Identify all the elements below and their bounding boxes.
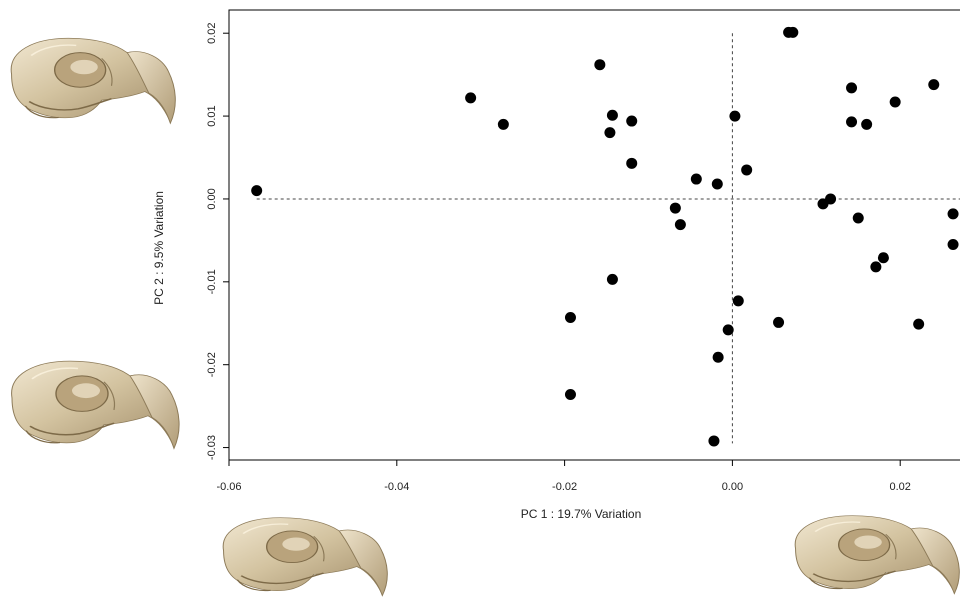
scatter-points [251, 26, 959, 447]
scatter-point [564, 311, 576, 323]
scatter-point [251, 185, 263, 197]
scatter-point [889, 96, 901, 108]
scatter-point [722, 324, 734, 336]
y-axis-title: PC 2 : 9.5% Variation [152, 191, 166, 305]
scatter-point [626, 115, 638, 127]
scatter-point [594, 59, 606, 71]
scatter-point [674, 219, 686, 231]
scatter-point [861, 118, 873, 130]
scatter-point [732, 295, 744, 307]
scatter-point [690, 173, 702, 185]
scatter-point [877, 252, 889, 264]
scatter-point [604, 127, 616, 139]
x-tick-label: -0.04 [384, 481, 409, 493]
scatter-point [708, 435, 720, 447]
scatter-point [564, 389, 576, 401]
y-axis: -0.03 -0.02 -0.01 0.00 0.01 0.02 [206, 22, 229, 460]
scatter-point [465, 92, 477, 104]
x-tick-label: -0.02 [552, 481, 577, 493]
scatter-point [729, 110, 741, 122]
scatter-point [787, 26, 799, 38]
skull-image-bottom-right [794, 514, 960, 595]
scatter-point [928, 79, 940, 91]
scatter-point [606, 109, 618, 121]
scatter-point [626, 157, 638, 169]
x-axis: -0.06 -0.04 -0.02 0.00 0.02 [216, 460, 911, 493]
y-tick-label: 0.02 [206, 22, 218, 43]
x-axis-title: PC 1 : 19.7% Variation [521, 507, 642, 521]
y-tick-label: 0.01 [206, 105, 218, 126]
scatter-point [846, 82, 858, 94]
scatter-point [497, 118, 509, 130]
scatter-point [870, 261, 882, 273]
skull-image-bottom-left [222, 516, 389, 597]
scatter-point [773, 316, 785, 328]
x-tick-label: -0.06 [216, 481, 241, 493]
scatter-point [852, 212, 864, 224]
scatter-point [711, 178, 723, 190]
scatter-point [606, 273, 618, 285]
scatter-point [947, 208, 959, 220]
y-tick-label: -0.03 [206, 435, 218, 460]
scatter-point [712, 351, 724, 363]
scatter-point [913, 318, 925, 330]
skull-image-top-left [10, 37, 177, 125]
x-tick-label: 0.00 [722, 481, 743, 493]
scatter-point [741, 164, 753, 176]
scatter-point [825, 193, 837, 205]
plot-frame [228, 9, 960, 461]
skull-image-mid-left [10, 360, 181, 450]
scatter-point [846, 116, 858, 128]
y-tick-label: -0.02 [206, 352, 218, 377]
scatter-point [947, 239, 959, 251]
y-tick-label: 0.00 [206, 188, 218, 209]
y-tick-label: -0.01 [206, 269, 218, 294]
x-tick-label: 0.02 [889, 481, 910, 493]
scatter-point [669, 202, 681, 214]
